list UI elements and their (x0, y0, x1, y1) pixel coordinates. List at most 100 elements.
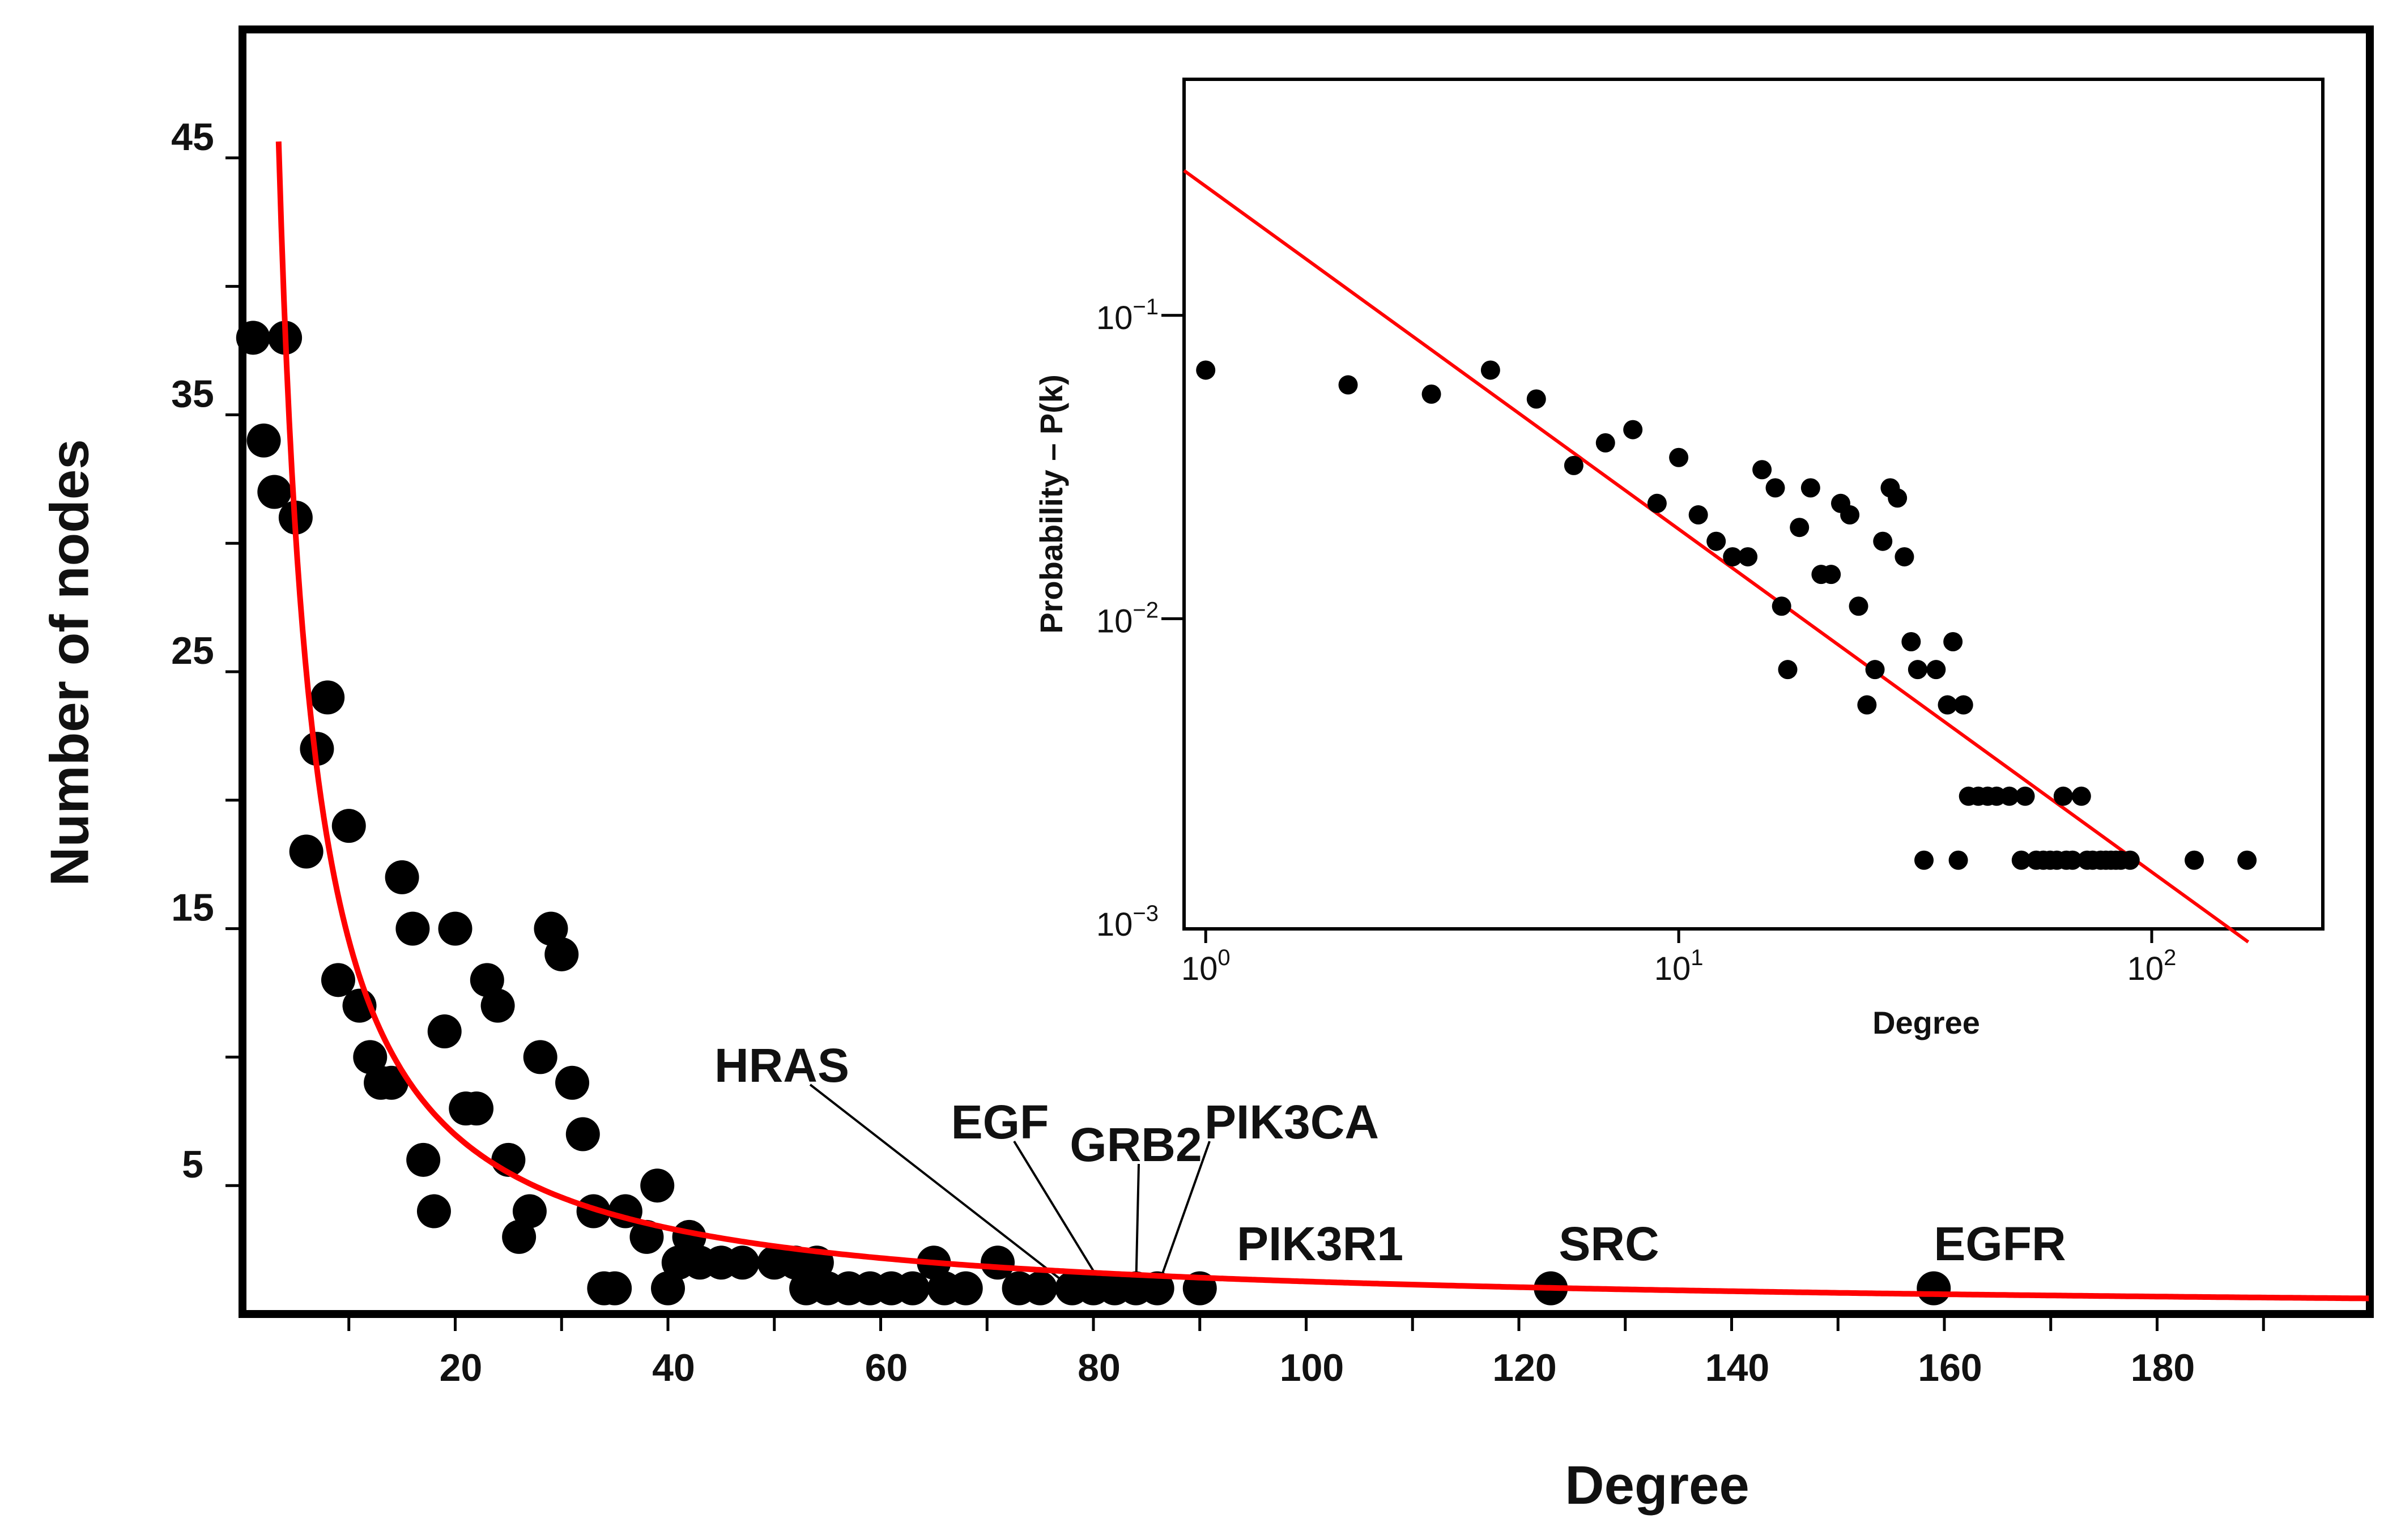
inset-data-point (1948, 850, 1968, 870)
annotation-leader-line (1156, 1141, 1211, 1289)
inset-data-point (1821, 565, 1841, 585)
main-x-tick-label: 60 (865, 1346, 908, 1389)
annotation-label-src: SRC (1559, 1217, 1659, 1270)
inset-chart: 10−3 10−2 10−1 100 101 102 Probability – P(k… (1033, 78, 2325, 1040)
inset-data-point (1873, 531, 1893, 551)
main-y-tick-label: 45 (171, 116, 214, 159)
main-y-tick-label: 25 (171, 629, 214, 672)
annotation-label-egf: EGF (951, 1095, 1049, 1149)
inset-data-point (1421, 384, 1441, 404)
main-data-point (523, 1040, 557, 1074)
inset-data-point (1723, 547, 1743, 567)
main-x-tick-label: 160 (1918, 1346, 1982, 1389)
main-data-point (512, 1194, 547, 1228)
main-fit-curve (275, 141, 2369, 1302)
main-data-point (555, 1065, 590, 1100)
main-data-point (353, 1040, 388, 1074)
annotation-label-grb2: GRB2 (1070, 1118, 1202, 1171)
inset-data-point (1999, 786, 2019, 806)
inset-data-point (1688, 505, 1708, 525)
main-data-point (895, 1271, 930, 1306)
annotation-label-pik3ca: PIK3CA (1204, 1095, 1379, 1149)
inset-data-point (1840, 505, 1860, 525)
inset-data-point (1901, 632, 1921, 651)
main-data-point (289, 834, 323, 869)
inset-data-point (1706, 531, 1726, 551)
main-x-tick-label: 100 (1280, 1346, 1344, 1389)
main-data-point (321, 963, 355, 997)
main-data-point (1140, 1271, 1174, 1306)
inset-data-point (1953, 695, 1973, 715)
inset-data-point (1943, 632, 1963, 651)
main-y-tick-label: 35 (171, 372, 214, 415)
annotation-label-egfr: EGFR (1934, 1217, 2066, 1270)
main-data-point (725, 1245, 760, 1280)
inset-x-ticks: 100 101 102 (1181, 929, 2177, 987)
inset-data-point (1849, 596, 1868, 616)
inset-data-point (1738, 547, 1758, 567)
main-data-point (981, 1245, 1015, 1280)
inset-data-point (1772, 596, 1791, 616)
inset-data-point (1914, 850, 1934, 870)
inset-y-tick-label: 10−3 (1096, 901, 1159, 943)
inset-data-point (1564, 455, 1583, 475)
inset-data-point (1669, 447, 1689, 467)
inset-y-tick-label: 10−2 (1096, 598, 1159, 639)
main-data-points (236, 321, 1951, 1306)
inset-data-point (1196, 360, 1216, 380)
main-x-tick-label: 120 (1492, 1346, 1556, 1389)
inset-data-point (1647, 493, 1667, 513)
inset-data-point (1480, 360, 1500, 380)
inset-data-point (1857, 695, 1877, 715)
inset-y-tick-label: 10−1 (1096, 295, 1159, 336)
main-data-point (565, 1117, 600, 1151)
main-data-point (385, 860, 419, 894)
inset-x-axis-label: Degree (1872, 1005, 1980, 1040)
inset-plot-frame (1182, 78, 2325, 931)
inset-x-tick-label: 100 (1181, 945, 1231, 987)
main-data-point (640, 1168, 675, 1203)
main-data-point (598, 1271, 632, 1306)
main-x-ticks: 20 40 60 80 100 120 140 160 180 (347, 1314, 2265, 1389)
main-data-point (629, 1219, 664, 1254)
main-data-point (534, 911, 568, 946)
main-data-point (416, 1194, 451, 1228)
inset-data-point (1865, 660, 1885, 680)
inset-data-points (1196, 360, 2257, 870)
inset-data-point (2053, 786, 2073, 806)
main-y-tick-label: 5 (182, 1143, 203, 1186)
main-data-point (651, 1271, 685, 1306)
main-data-point (459, 1091, 494, 1126)
inset-data-point (1338, 375, 1358, 395)
main-data-point (395, 911, 430, 946)
inset-data-point (1623, 420, 1643, 440)
main-data-point (1917, 1271, 1951, 1306)
annotation-label-pik3r1: PIK3R1 (1237, 1217, 1403, 1270)
main-chart: 5 15 25 35 45 20 40 60 80 100 120 140 160 180 HRAS EG… (39, 25, 2374, 1516)
main-data-point (427, 1014, 462, 1049)
main-data-point (948, 1271, 983, 1306)
main-data-point (470, 963, 504, 997)
main-y-ticks: 5 15 25 35 45 (171, 116, 242, 1187)
main-x-tick-label: 80 (1078, 1346, 1121, 1389)
main-data-point (310, 680, 345, 715)
inset-data-point (1938, 695, 1957, 715)
main-x-tick-label: 20 (440, 1346, 483, 1389)
main-annotation-lines (809, 1083, 1211, 1290)
inset-y-ticks: 10−3 10−2 10−1 (1096, 295, 1184, 943)
inset-data-point (2063, 850, 2083, 870)
inset-data-point (1595, 433, 1615, 453)
main-data-point (1023, 1271, 1058, 1306)
inset-data-point (1526, 389, 1546, 409)
annotation-label-hras: HRAS (714, 1039, 849, 1092)
inset-data-point (1778, 660, 1798, 680)
inset-data-point (2071, 786, 2091, 806)
inset-data-point (1908, 660, 1927, 680)
inset-data-point (1800, 478, 1820, 498)
main-data-point (480, 988, 515, 1023)
main-data-point (374, 1065, 408, 1100)
main-data-point (502, 1219, 537, 1254)
main-data-point (544, 937, 579, 971)
inset-x-tick-label: 102 (2127, 945, 2177, 987)
inset-data-point (1790, 518, 1810, 537)
